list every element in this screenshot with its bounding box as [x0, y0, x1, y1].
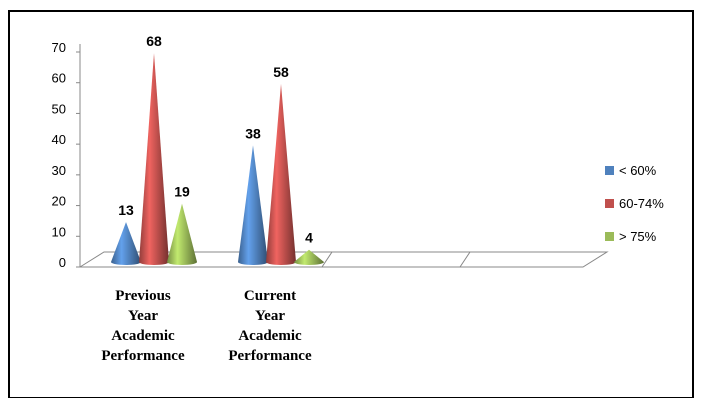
data-label: 58 [273, 64, 289, 80]
data-label: 19 [174, 184, 190, 200]
data-label: 68 [146, 33, 162, 49]
y-tick-label: 60 [52, 71, 66, 86]
y-tick-label: 10 [52, 224, 66, 239]
y-tick-label: 0 [59, 255, 66, 270]
legend-label: 60-74% [619, 196, 664, 211]
y-tick-label: 70 [52, 40, 66, 55]
y-tick-label: 30 [52, 163, 66, 178]
cone-bar [238, 145, 268, 265]
legend-label: < 60% [619, 163, 657, 178]
cone-bar [294, 249, 324, 265]
y-tick-label: 20 [52, 194, 66, 209]
category-label: Current Year Academic Performance [228, 288, 312, 364]
category-label: Previous Year Academic Performance [101, 288, 185, 364]
data-label: 38 [245, 125, 261, 141]
legend-swatch [605, 232, 614, 241]
cone-bar [266, 83, 296, 265]
floor-divider [321, 251, 333, 268]
data-label: 13 [118, 202, 134, 218]
y-tick-label: 50 [52, 101, 66, 116]
chart-floor [78, 251, 609, 268]
cone-bar [111, 222, 141, 265]
floor-divider [459, 251, 471, 268]
legend-swatch [605, 166, 614, 175]
chart-border [8, 10, 694, 398]
cone-bar [139, 53, 169, 266]
cone-bar [167, 203, 197, 265]
legend-item: 60-74% [605, 196, 664, 211]
legend-label: > 75% [619, 229, 657, 244]
y-tick-label: 40 [52, 132, 66, 147]
legend-item: > 75% [605, 229, 657, 244]
legend-swatch [605, 199, 614, 208]
data-label: 4 [305, 230, 313, 246]
legend-item: < 60% [605, 163, 657, 178]
